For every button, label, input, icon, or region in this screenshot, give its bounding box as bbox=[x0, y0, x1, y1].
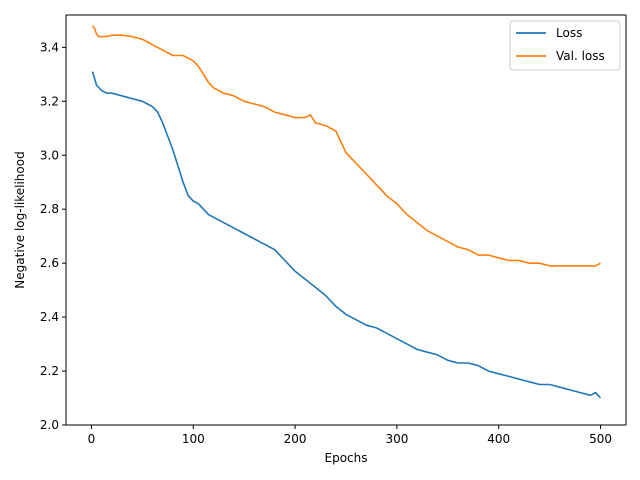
series-line-loss bbox=[91, 71, 602, 399]
y-tick-label: 2.6 bbox=[40, 256, 59, 270]
x-tick-label: 500 bbox=[589, 432, 612, 446]
x-tick-label: 100 bbox=[182, 432, 205, 446]
legend-label-loss: Loss bbox=[556, 26, 582, 40]
y-tick-label: 2.0 bbox=[40, 418, 59, 432]
x-axis: 0 100 200 300 400 500 bbox=[88, 425, 612, 446]
legend-label-val-loss: Val. loss bbox=[556, 49, 605, 63]
y-tick-label: 3.2 bbox=[40, 94, 59, 108]
plot-lines bbox=[91, 25, 602, 399]
y-tick-label: 2.4 bbox=[40, 310, 59, 324]
y-axis-label: Negative log-likelihood bbox=[13, 151, 27, 288]
y-tick-label: 2.2 bbox=[40, 364, 59, 378]
y-tick-label: 3.4 bbox=[40, 40, 59, 54]
x-tick-label: 400 bbox=[487, 432, 510, 446]
x-tick-label: 300 bbox=[385, 432, 408, 446]
x-axis-label: Epochs bbox=[325, 451, 368, 465]
x-tick-label: 0 bbox=[88, 432, 96, 446]
y-tick-label: 2.8 bbox=[40, 202, 59, 216]
series-line-val-loss bbox=[91, 25, 601, 267]
legend: Loss Val. loss bbox=[509, 20, 621, 71]
x-tick-label: 200 bbox=[284, 432, 307, 446]
y-tick-label: 3.0 bbox=[40, 148, 59, 162]
y-axis: 2.0 2.2 2.4 2.6 2.8 3.0 3.2 3.4 bbox=[40, 40, 66, 432]
axes-frame bbox=[65, 14, 627, 426]
